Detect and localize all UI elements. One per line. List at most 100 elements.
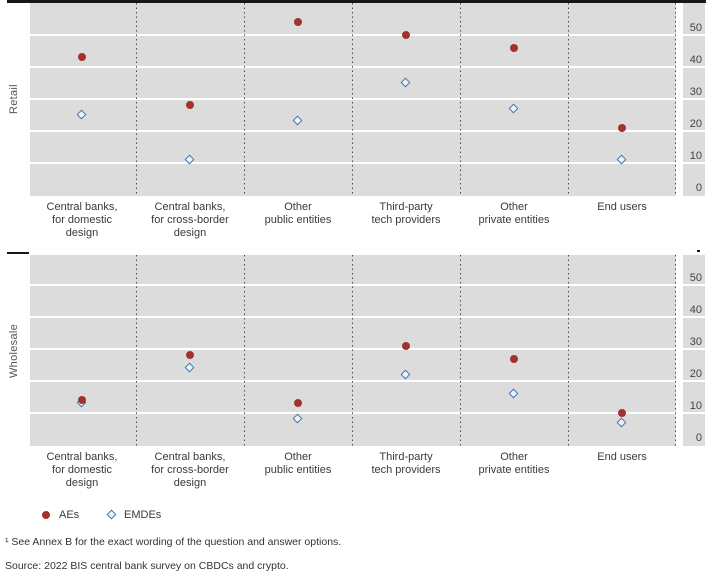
wholesale-category-label-0: Central banks, for domestic design xyxy=(24,451,140,490)
retail-gridline-20 xyxy=(30,130,676,132)
category-label-line: Central banks, xyxy=(46,201,118,213)
wholesale-category-separator xyxy=(244,255,245,446)
retail-category-separator xyxy=(244,3,245,196)
retail-category-label-0: Central banks, for domestic design xyxy=(24,201,140,240)
wholesale-gridline-40 xyxy=(30,316,676,318)
category-label-line: Third-party xyxy=(379,451,433,463)
footnote: ¹ See Annex B for the exact wording of t… xyxy=(5,536,342,548)
category-label-line: Central banks, xyxy=(154,451,226,463)
retail-strip-gridline-40 xyxy=(683,66,705,68)
top-rule xyxy=(7,0,706,3)
legend-aes-label: AEs xyxy=(59,509,80,521)
category-label-line: for domestic xyxy=(52,464,112,476)
source-line: Source: 2022 BIS central bank survey on … xyxy=(5,560,289,572)
retail-point-aes-0 xyxy=(78,53,86,62)
wholesale-gridline-30 xyxy=(30,348,676,350)
retail-y-tick-label-10: 10 xyxy=(689,150,702,162)
wholesale-strip-gridline-40 xyxy=(683,316,705,318)
retail-category-separator xyxy=(675,3,676,196)
wholesale-category-label-3: Third-party tech providers xyxy=(348,451,464,477)
legend-aes-marker-icon xyxy=(42,511,50,519)
category-label-line: End users xyxy=(597,201,647,213)
wholesale-category-label-1: Central banks, for cross-border design xyxy=(132,451,248,490)
retail-strip-gridline-20 xyxy=(683,130,705,132)
panel-divider-end xyxy=(697,250,700,252)
retail-category-separator xyxy=(460,3,461,196)
wholesale-category-label-4: Other private entities xyxy=(456,451,572,477)
category-label-line: Central banks, xyxy=(154,201,226,213)
retail-y-tick-label-0: 0 xyxy=(695,182,702,194)
retail-y-tick-label-30: 30 xyxy=(689,86,702,98)
category-label-line: design xyxy=(65,227,99,239)
category-label-line: design xyxy=(65,477,99,489)
retail-gridline-40 xyxy=(30,66,676,68)
retail-category-label-5: End users xyxy=(564,201,680,214)
retail-y-tick-label-20: 20 xyxy=(689,118,702,130)
wholesale-point-aes-0 xyxy=(78,396,86,405)
retail-strip-gridline-30 xyxy=(683,98,705,100)
wholesale-y-tick-label-40: 40 xyxy=(689,304,702,316)
category-label-line: Other xyxy=(500,201,528,213)
retail-plot-area xyxy=(30,3,676,196)
retail-point-aes-2 xyxy=(294,18,302,27)
category-label-line: Other xyxy=(500,451,528,463)
retail-y-tick-label-50: 50 xyxy=(689,22,702,34)
wholesale-point-aes-3 xyxy=(402,341,410,350)
retail-category-label-3: Third-party tech providers xyxy=(348,201,464,227)
wholesale-category-separator xyxy=(352,255,353,446)
wholesale-point-aes-5 xyxy=(618,409,626,417)
retail-category-separator xyxy=(136,3,137,196)
wholesale-point-aes-1 xyxy=(186,351,194,360)
retail-category-separator xyxy=(568,3,569,196)
retail-y-tick-label-40: 40 xyxy=(689,54,702,66)
wholesale-strip-gridline-10 xyxy=(683,412,705,414)
retail-gridline-10 xyxy=(30,162,676,164)
category-label-line: private entities xyxy=(478,214,550,226)
retail-point-aes-1 xyxy=(186,101,194,110)
category-label-line: for domestic xyxy=(52,214,112,226)
wholesale-y-tick-label-20: 20 xyxy=(689,368,702,380)
panel-divider xyxy=(7,252,29,254)
category-label-line: for cross-border xyxy=(151,214,229,226)
retail-strip-gridline-10 xyxy=(683,162,705,164)
wholesale-category-separator xyxy=(568,255,569,446)
wholesale-gridline-50 xyxy=(30,284,676,286)
retail-point-aes-4 xyxy=(510,43,518,52)
retail-category-label-2: Other public entities xyxy=(240,201,356,227)
category-label-line: public entities xyxy=(264,464,332,476)
legend-emdes-marker-icon xyxy=(106,509,117,520)
wholesale-point-aes-4 xyxy=(510,354,518,363)
wholesale-axis-strip xyxy=(683,255,705,446)
wholesale-category-label-2: Other public entities xyxy=(240,451,356,477)
retail-panel-label: Retail xyxy=(8,84,20,115)
category-label-line: design xyxy=(173,227,207,239)
retail-axis-strip xyxy=(683,3,705,196)
retail-category-label-4: Other private entities xyxy=(456,201,572,227)
retail-gridline-50 xyxy=(30,34,676,36)
category-label-line: End users xyxy=(597,451,647,463)
wholesale-gridline-10 xyxy=(30,412,676,414)
category-label-line: design xyxy=(173,477,207,489)
category-label-line: Other xyxy=(284,451,312,463)
wholesale-y-tick-label-0: 0 xyxy=(695,432,702,444)
category-label-line: public entities xyxy=(264,214,332,226)
category-label-line: Third-party xyxy=(379,201,433,213)
wholesale-plot-area xyxy=(30,255,676,446)
wholesale-y-tick-label-50: 50 xyxy=(689,272,702,284)
wholesale-strip-gridline-20 xyxy=(683,380,705,382)
category-label-line: Central banks, xyxy=(46,451,118,463)
wholesale-category-separator xyxy=(675,255,676,446)
wholesale-point-aes-2 xyxy=(294,399,302,408)
retail-point-aes-3 xyxy=(402,31,410,39)
category-label-line: tech providers xyxy=(371,464,441,476)
wholesale-gridline-20 xyxy=(30,380,676,382)
retail-strip-gridline-50 xyxy=(683,34,705,36)
wholesale-strip-gridline-30 xyxy=(683,348,705,350)
retail-category-separator xyxy=(352,3,353,196)
wholesale-panel-label: Wholesale xyxy=(8,323,20,378)
retail-point-aes-5 xyxy=(618,123,626,132)
category-label-line: for cross-border xyxy=(151,464,229,476)
wholesale-y-tick-label-10: 10 xyxy=(689,400,702,412)
wholesale-category-separator xyxy=(460,255,461,446)
